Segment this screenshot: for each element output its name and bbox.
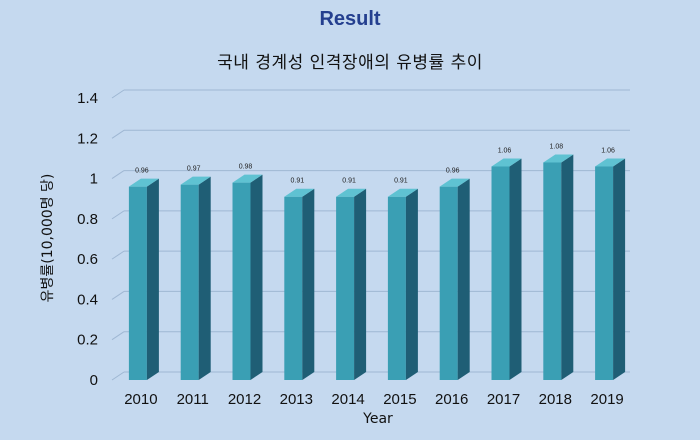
gridline-depth — [111, 170, 125, 179]
bar-top — [232, 174, 263, 183]
bar-front — [491, 166, 510, 380]
bar-top — [336, 188, 367, 197]
bar-top — [543, 154, 574, 163]
bar-2017 — [491, 158, 522, 380]
bar-side — [146, 178, 159, 380]
y-tick-label: 1 — [90, 171, 98, 188]
y-tick-label: 0.4 — [77, 291, 98, 308]
bar-side — [405, 188, 418, 380]
x-axis-title: Year — [362, 411, 393, 427]
bar-side — [509, 158, 522, 380]
bar-front — [284, 196, 303, 380]
bar-front — [232, 182, 251, 380]
bar-top — [180, 176, 211, 185]
bar-2015 — [387, 188, 418, 380]
gridline-depth — [111, 331, 125, 341]
bar-front — [439, 186, 458, 380]
bar-top — [595, 158, 626, 167]
data-label: 0.91 — [394, 178, 408, 185]
bar-top — [128, 178, 159, 187]
x-tick-label: 2012 — [228, 391, 261, 408]
x-tick-label: 2018 — [539, 391, 572, 408]
bar-2010 — [128, 178, 159, 380]
x-tick-label: 2016 — [435, 391, 468, 408]
x-tick-label: 2019 — [590, 391, 623, 408]
bar-top — [284, 188, 315, 197]
gridline-depth — [111, 89, 125, 99]
gridline-depth — [111, 250, 125, 260]
bar-side — [457, 178, 470, 380]
data-label: 1.06 — [498, 147, 512, 154]
data-label: 0.96 — [135, 168, 149, 175]
bar-top — [491, 158, 522, 167]
bar-front — [336, 196, 355, 380]
bar-front — [128, 186, 147, 380]
bar-2011 — [180, 176, 211, 380]
bar-side — [250, 174, 263, 380]
y-tick-label: 0.8 — [77, 211, 98, 228]
data-label: 0.91 — [290, 178, 304, 185]
y-tick-label: 1.4 — [77, 90, 98, 107]
data-label: 0.91 — [342, 178, 356, 185]
gridline-depth — [111, 291, 125, 300]
y-tick-label: 0.2 — [77, 332, 98, 349]
data-label: 0.97 — [187, 166, 201, 173]
bar-2016 — [439, 178, 470, 380]
bar-side — [354, 188, 367, 380]
bar-side — [198, 176, 211, 380]
bar-2019 — [595, 158, 626, 380]
x-tick-label: 2011 — [177, 391, 209, 408]
y-tick-label: 0.6 — [77, 251, 98, 268]
x-tick-label: 2017 — [487, 391, 520, 408]
bar-front — [387, 196, 406, 380]
chart-title: 국내 경계성 인격장애의 유병률 추이 — [217, 53, 483, 73]
bar-side — [613, 158, 626, 380]
bar-2012 — [232, 174, 263, 380]
y-tick-label: 0 — [90, 372, 98, 389]
bar-front — [543, 162, 562, 380]
bar-side — [561, 154, 574, 380]
x-tick-label: 2010 — [124, 391, 157, 408]
gridline-depth — [111, 129, 125, 139]
y-axis-ticks: 0 0.2 0.4 0.6 0.8 1 1.2 1.4 — [77, 90, 98, 389]
x-axis-ticks: 2010 2011 2012 2013 2014 2015 2016 2017 2018 2019 — [124, 391, 624, 408]
result-heading: Result — [319, 8, 381, 30]
data-label: 1.06 — [601, 147, 615, 154]
bar-top — [387, 188, 418, 197]
data-label: 0.96 — [446, 168, 460, 175]
gridline-depth — [111, 371, 125, 381]
bar-front — [595, 166, 614, 380]
x-tick-label: 2013 — [280, 391, 313, 408]
bar-side — [302, 188, 315, 380]
bar-2013 — [284, 188, 315, 380]
y-tick-label: 1.2 — [77, 130, 98, 147]
x-tick-label: 2015 — [383, 391, 416, 408]
bar-front — [180, 184, 199, 380]
data-label: 1.08 — [549, 143, 563, 150]
bars — [128, 154, 626, 380]
gridline-depth — [111, 210, 125, 220]
bar-top — [439, 178, 470, 187]
bar-2014 — [336, 188, 367, 380]
data-label: 0.98 — [239, 164, 253, 171]
data-labels: 0.96 0.97 0.98 0.91 0.91 0.91 0.96 1.06 1.08 1.06 — [135, 143, 615, 184]
x-tick-label: 2014 — [331, 391, 364, 408]
bar-2018 — [543, 154, 574, 380]
y-axis-title: 유병률(10,000명 당) — [40, 174, 56, 303]
